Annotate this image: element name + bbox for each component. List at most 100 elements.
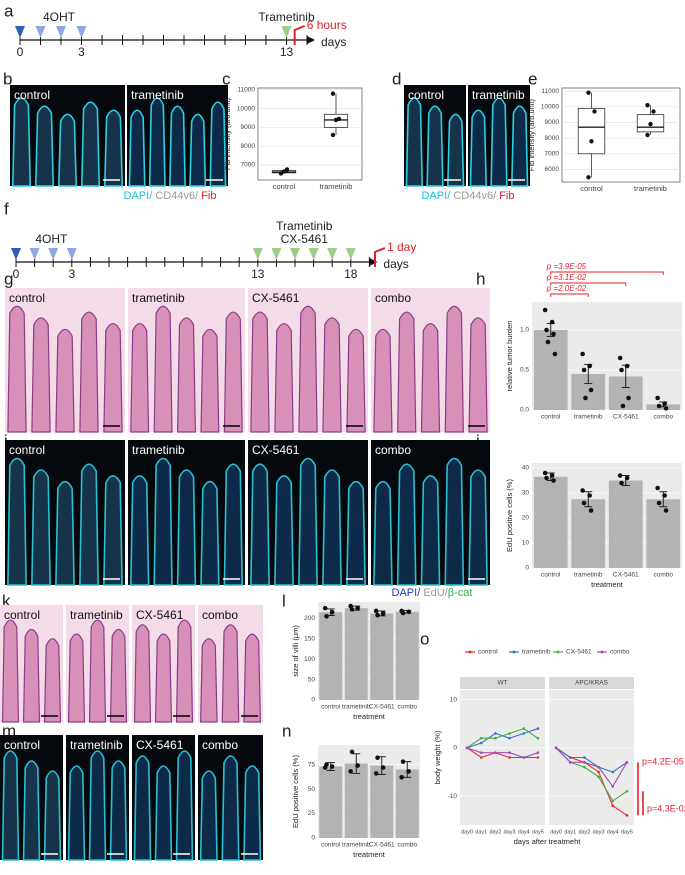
data-point bbox=[542, 307, 548, 313]
legend-label: combo bbox=[610, 649, 630, 656]
data-point bbox=[399, 775, 404, 780]
x-tick-label: combo bbox=[653, 572, 673, 579]
villus bbox=[133, 755, 152, 861]
stain-name: β-cat bbox=[448, 587, 473, 599]
series-point bbox=[583, 765, 586, 769]
villus bbox=[444, 457, 465, 586]
timeline-label: 13 bbox=[280, 45, 294, 59]
y-tick-label: 0.5 bbox=[520, 367, 529, 374]
data-point bbox=[663, 508, 669, 513]
y-tick-label: 50 bbox=[308, 786, 316, 793]
bar bbox=[370, 613, 394, 700]
villus bbox=[130, 322, 150, 433]
x-axis-label: days after treatmeht bbox=[514, 837, 582, 846]
villus bbox=[221, 755, 240, 861]
villus bbox=[274, 475, 294, 586]
y-tick-label: 0 bbox=[453, 745, 457, 752]
timeline-duration: 1 day bbox=[387, 240, 416, 254]
data-point bbox=[586, 90, 591, 95]
data-point bbox=[380, 765, 386, 770]
villus bbox=[7, 305, 27, 433]
data-point bbox=[648, 121, 653, 127]
x-axis-label: treatment bbox=[353, 712, 386, 721]
x-tick-label: day5 bbox=[621, 829, 633, 835]
villus bbox=[176, 317, 197, 433]
data-point bbox=[551, 478, 556, 483]
injection-marker bbox=[345, 248, 356, 260]
legend-swatch-point bbox=[512, 650, 516, 654]
stain-name: DAPI/ bbox=[422, 190, 452, 202]
x-tick-label: CX-5461 bbox=[369, 842, 395, 849]
data-point bbox=[662, 493, 667, 498]
timeline-arrowhead bbox=[369, 258, 378, 266]
series-point bbox=[625, 761, 629, 764]
data-point bbox=[324, 762, 329, 767]
series-point bbox=[597, 765, 600, 769]
villus bbox=[199, 770, 218, 861]
series-point bbox=[508, 751, 511, 754]
significance-label: p=4.2E-05 bbox=[642, 757, 684, 767]
series-point bbox=[479, 736, 483, 740]
villus bbox=[103, 109, 124, 187]
villus bbox=[103, 475, 123, 586]
data-point bbox=[348, 769, 353, 774]
x-tick-label: control bbox=[321, 842, 341, 849]
timeline-treatment: Trametinib bbox=[258, 10, 315, 24]
data-point bbox=[330, 132, 336, 138]
villus bbox=[88, 619, 107, 723]
panel-label: e bbox=[528, 69, 537, 88]
image-label: trametinib bbox=[70, 608, 123, 622]
stain-name: Fib bbox=[496, 190, 514, 202]
villus bbox=[444, 305, 464, 433]
injection-marker bbox=[11, 248, 21, 260]
panel-label: o bbox=[420, 629, 429, 648]
timeline-label: 0 bbox=[17, 45, 24, 59]
series-point bbox=[522, 756, 526, 759]
villus bbox=[129, 475, 150, 586]
villus bbox=[468, 317, 488, 433]
villus bbox=[79, 463, 99, 586]
villus bbox=[22, 760, 41, 861]
bar bbox=[571, 499, 606, 568]
data-point bbox=[355, 763, 360, 768]
x-tick-label: day5 bbox=[532, 829, 544, 835]
villus bbox=[298, 305, 318, 433]
data-point bbox=[588, 508, 594, 513]
series-point bbox=[568, 761, 572, 764]
plot-background bbox=[257, 87, 363, 181]
series-point bbox=[583, 761, 586, 764]
data-point bbox=[373, 608, 379, 614]
villus bbox=[446, 113, 465, 187]
data-point bbox=[322, 605, 328, 611]
panel-label: f bbox=[4, 199, 9, 218]
y-tick-label: 150 bbox=[304, 635, 315, 642]
villus bbox=[67, 765, 86, 861]
y-axis-label: EdU positive cells (%) bbox=[505, 479, 514, 552]
data-point bbox=[580, 351, 585, 357]
significance-label: p =3.1E-02 bbox=[546, 273, 587, 282]
data-point bbox=[656, 403, 662, 409]
image-label: CX-5461 bbox=[252, 443, 300, 457]
villus bbox=[154, 765, 173, 861]
y-tick-label: -10 bbox=[448, 793, 458, 800]
significance-label: p =3.9E-05 bbox=[546, 262, 587, 271]
image-label: combo bbox=[202, 738, 238, 752]
data-point bbox=[592, 109, 597, 114]
y-tick-label: 20 bbox=[522, 515, 530, 522]
y-tick-label: 75 bbox=[308, 761, 316, 768]
x-tick-label: trametinib bbox=[342, 704, 371, 711]
series-point bbox=[508, 756, 511, 759]
y-tick-label: 50 bbox=[308, 676, 316, 683]
villus bbox=[88, 750, 107, 861]
panel-label: h bbox=[476, 269, 485, 288]
timeline-label: 3 bbox=[78, 45, 85, 59]
x-tick-label: control bbox=[321, 704, 341, 711]
series-line bbox=[466, 747, 539, 759]
villus bbox=[133, 624, 152, 723]
data-point bbox=[645, 132, 650, 138]
data-point bbox=[587, 493, 592, 498]
x-tick-label: control bbox=[541, 572, 561, 579]
villus bbox=[396, 463, 417, 586]
stain-name: EdU/ bbox=[420, 587, 448, 599]
